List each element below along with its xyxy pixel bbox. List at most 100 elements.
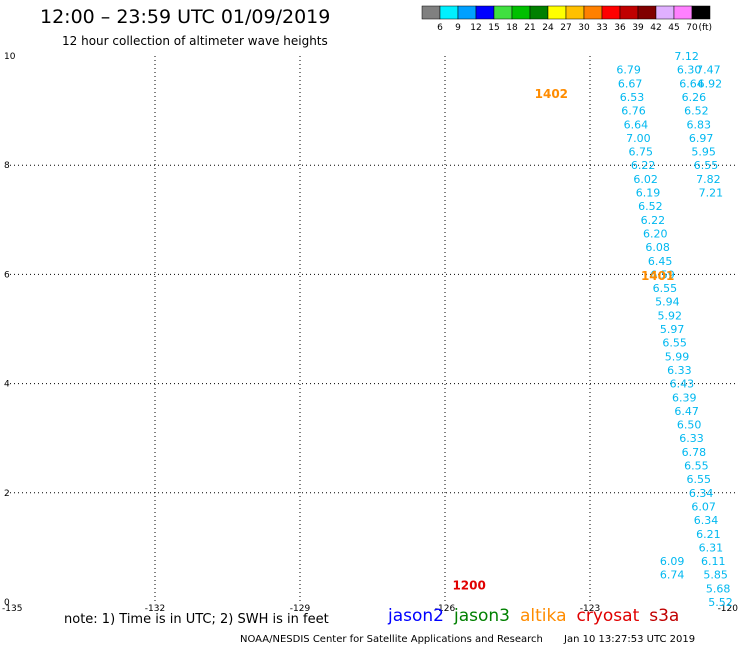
legend-tick-label: 12 (470, 23, 481, 33)
wave-height-value: 6.26 (682, 91, 707, 104)
wave-height-value: 6.55 (684, 460, 709, 473)
wave-height-value: 6.52 (684, 105, 709, 118)
wave-height-value: 6.22 (631, 159, 656, 172)
y-tick-label: 6 (4, 270, 10, 280)
satellite-label-jason3: jason3 (454, 606, 510, 626)
wave-height-value: 6.74 (660, 569, 685, 582)
wave-height-value: 6.97 (689, 132, 714, 145)
time-label: 1401 (641, 269, 674, 283)
wave-height-value: 6.64 (624, 118, 649, 131)
wave-height-value: 6.59 (650, 268, 675, 281)
wave-height-value: 5.52 (708, 596, 733, 609)
credit-timestamp: Jan 10 13:27:53 UTC 2019 (564, 634, 696, 645)
y-tick-label: 0 (4, 598, 10, 608)
x-tick-label: -120 (718, 604, 739, 614)
legend-tick-label: 45 (668, 23, 679, 33)
wave-height-value: 6.07 (691, 500, 716, 513)
y-tick-label: 8 (4, 161, 10, 171)
wave-height-value: 6.30 (677, 64, 702, 77)
wave-height-labels: 6.796.676.536.766.647.006.756.226.026.19… (616, 50, 732, 609)
wave-height-value: 6.45 (648, 255, 673, 268)
legend-swatch (601, 5, 621, 20)
wave-height-value: 6.20 (643, 227, 668, 240)
wave-height-value: 6.33 (679, 432, 704, 445)
wave-height-value: 6.64 (679, 77, 704, 90)
time-labels: 1200 1402 1401 (452, 87, 674, 592)
wave-height-value: 6.19 (636, 187, 661, 200)
wave-height-value: 6.31 (699, 541, 724, 554)
legend-swatch (511, 5, 531, 20)
legend-tick-label: 33 (596, 23, 607, 33)
wave-height-value: 6.79 (616, 64, 641, 77)
wave-height-value: 6.55 (687, 473, 712, 486)
legend-swatch (529, 5, 549, 20)
wave-height-value: 6.83 (687, 118, 712, 131)
satellite-label-cryosat: cryosat (576, 606, 640, 626)
wave-height-value: 6.33 (667, 364, 692, 377)
satellite-label-altika: altika (520, 606, 567, 626)
satellite-legend: jason2 jason3 altika cryosat s3a (388, 606, 689, 626)
legend-tick-label: 24 (542, 23, 554, 33)
legend-tick-label: 39 (632, 23, 644, 33)
time-label: 1200 (452, 579, 485, 593)
wave-height-value: 6.55 (653, 282, 678, 295)
legend-tick-label: 27 (560, 23, 571, 33)
legend-tick-label: 70 (686, 23, 698, 33)
wave-height-value: 6.39 (672, 391, 697, 404)
legend-tick-label: 18 (506, 23, 518, 33)
wave-height-value: 6.22 (641, 214, 666, 227)
legend-tick-label: 15 (488, 23, 499, 33)
wave-height-value: 6.02 (633, 173, 658, 186)
wave-height-value: 7.21 (699, 187, 724, 200)
x-tick-label: -123 (580, 604, 600, 614)
legend-swatch (565, 5, 585, 20)
wave-height-value: 5.97 (660, 323, 685, 336)
wave-height-color-legend: 6 9 12 15 18 21 24 27 30 33 36 39 42 45 70 (ft) (421, 5, 712, 33)
wave-height-value: 5.85 (703, 569, 728, 582)
legend-swatch (655, 5, 675, 20)
legend-tick-label: 30 (578, 23, 590, 33)
wave-height-value: 7.00 (626, 132, 651, 145)
legend-swatch (475, 5, 495, 20)
wave-height-value: 6.34 (694, 514, 719, 527)
legend-unit-label: (ft) (698, 23, 712, 33)
wave-height-value: 7.47 (696, 64, 721, 77)
wave-height-value: 7.12 (674, 50, 699, 63)
x-tick-label: -132 (145, 604, 165, 614)
legend-swatch (457, 5, 477, 20)
satellite-label-jason2: jason2 (388, 606, 444, 626)
wave-height-value: 5.94 (655, 296, 680, 309)
legend-swatch (583, 5, 603, 20)
footer-note: note: 1) Time is in UTC; 2) SWH is in fe… (64, 612, 329, 627)
wave-height-value: 5.95 (691, 146, 716, 159)
wave-height-value: 6.09 (660, 555, 685, 568)
legend-tick-label: 21 (524, 23, 535, 33)
y-tick-label: 2 (4, 489, 10, 499)
wave-height-value: 6.75 (629, 146, 654, 159)
chart-title: 12:00 – 23:59 UTC 01/09/2019 (40, 6, 331, 28)
legend-tick-label: 36 (614, 23, 626, 33)
axis-ticks: -135 -132 -129 -126 -123 -120 0 2 4 6 8 10 (2, 52, 738, 614)
credit-text: NOAA/NESDIS Center for Satellite Applica… (240, 634, 543, 645)
y-tick-label: 10 (4, 52, 16, 62)
wave-height-value: 5.68 (706, 582, 731, 595)
legend-swatch (673, 5, 693, 20)
x-tick-label: -135 (2, 604, 22, 614)
time-label: 1402 (535, 87, 568, 101)
legend-swatch (493, 5, 513, 20)
wave-height-value: 5.92 (658, 309, 683, 322)
wave-height-value: 6.21 (696, 528, 721, 541)
footer-credit: NOAA/NESDIS Center for Satellite Applica… (240, 634, 695, 645)
wave-height-value: 6.67 (618, 77, 643, 90)
x-tick-label: -126 (435, 604, 456, 614)
satellite-label-s3a: s3a (649, 606, 680, 626)
wave-height-value: 6.53 (620, 91, 645, 104)
wave-height-value: 6.08 (645, 241, 670, 254)
legend-swatch (619, 5, 639, 20)
legend-swatch (421, 5, 441, 20)
y-tick-label: 4 (4, 380, 10, 390)
legend-swatch (637, 5, 657, 20)
legend-tick-label: 6 (437, 23, 443, 33)
wave-height-value: 6.92 (698, 77, 723, 90)
wave-height-value: 7.82 (696, 173, 721, 186)
